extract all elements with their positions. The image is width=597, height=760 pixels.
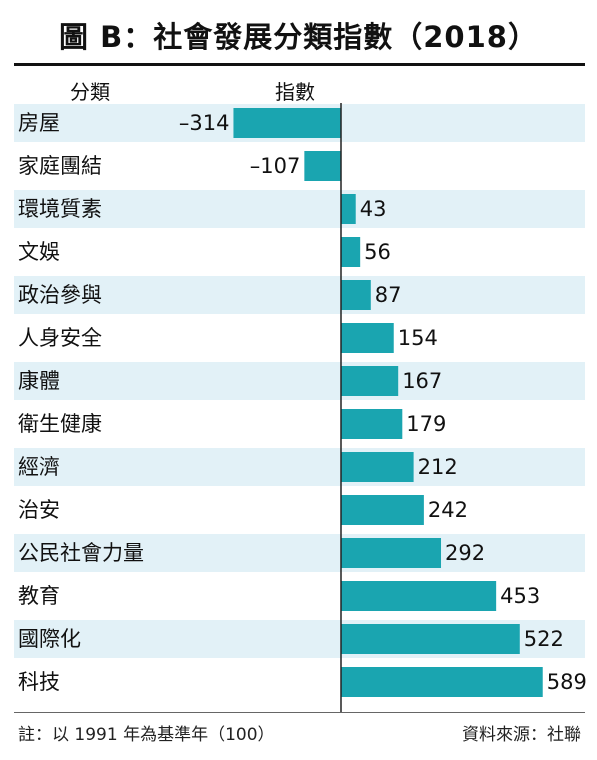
value-label: 56 xyxy=(364,240,391,264)
bar xyxy=(304,151,341,181)
value-label: –314 xyxy=(179,111,230,135)
bar xyxy=(341,409,403,439)
category-label: 家庭團結 xyxy=(18,154,102,178)
column-header-index: 指數 xyxy=(275,80,315,104)
category-label: 政治參與 xyxy=(18,283,102,307)
bar xyxy=(341,667,543,697)
category-labels: 房屋家庭團結環境質素文娛政治參與人身安全康體衛生健康經濟治安公民社會力量教育國際… xyxy=(18,111,144,694)
row-stripe xyxy=(14,276,585,314)
category-label: 環境質素 xyxy=(18,197,102,221)
bar xyxy=(341,280,371,310)
bar xyxy=(341,538,442,568)
bar xyxy=(341,323,394,353)
value-label: 589 xyxy=(547,670,587,694)
chart-title: 圖 B：社會發展分類指數（2018） xyxy=(59,20,538,54)
value-label: 242 xyxy=(428,498,468,522)
bar xyxy=(341,237,361,267)
value-label: 453 xyxy=(500,584,540,608)
bar xyxy=(341,194,356,224)
category-label: 經濟 xyxy=(18,455,60,479)
category-label: 國際化 xyxy=(18,627,81,651)
category-label: 教育 xyxy=(18,584,60,608)
value-labels: –314 –107 43 56 87 154 167 179 212 242 292 453 522 58… xyxy=(179,111,587,694)
value-label: 522 xyxy=(524,627,564,651)
source-note: 資料來源：社聯 xyxy=(462,725,581,745)
category-label: 人身安全 xyxy=(18,326,102,350)
category-label: 房屋 xyxy=(18,111,60,135)
footer-rule xyxy=(14,712,585,713)
category-label: 公民社會力量 xyxy=(18,541,144,565)
category-label: 文娛 xyxy=(18,240,60,264)
value-label: 179 xyxy=(406,412,446,436)
category-label: 治安 xyxy=(18,498,60,522)
value-label: –107 xyxy=(250,154,301,178)
bar xyxy=(341,366,399,396)
footnote: 註：以 1991 年為基準年（100） xyxy=(18,725,275,745)
value-label: 292 xyxy=(445,541,485,565)
category-label: 康體 xyxy=(18,369,60,393)
row-stripe xyxy=(14,190,585,228)
title-rule xyxy=(14,63,585,66)
category-label: 科技 xyxy=(18,670,60,694)
value-label: 87 xyxy=(375,283,402,307)
row-stripe xyxy=(14,362,585,400)
bar xyxy=(341,624,520,654)
column-header-category: 分類 xyxy=(70,80,110,104)
row-stripes xyxy=(14,104,585,658)
category-label: 衛生健康 xyxy=(18,412,102,436)
value-label: 212 xyxy=(418,455,458,479)
bar xyxy=(341,452,414,482)
bar xyxy=(341,495,424,525)
row-stripe xyxy=(14,448,585,486)
row-stripe xyxy=(14,534,585,572)
bars xyxy=(233,108,543,697)
bar xyxy=(341,581,497,611)
value-label: 43 xyxy=(360,197,387,221)
value-label: 167 xyxy=(402,369,442,393)
bar xyxy=(233,108,341,138)
value-label: 154 xyxy=(398,326,438,350)
